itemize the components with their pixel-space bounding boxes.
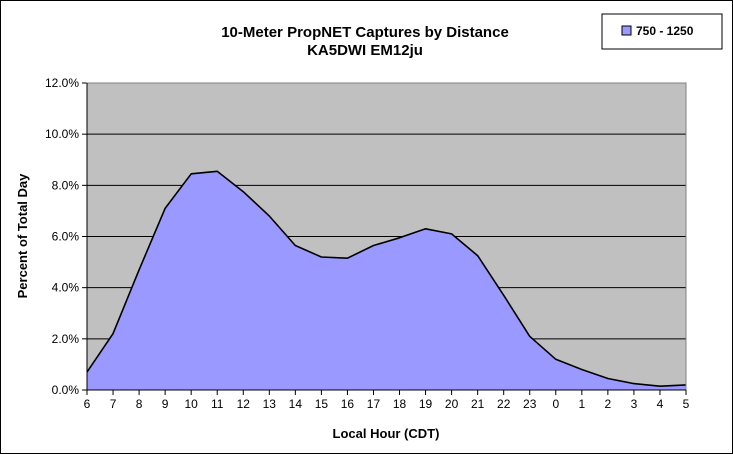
x-tick-label: 1 <box>578 397 585 411</box>
area-series-0 <box>87 171 686 390</box>
x-tick-label: 10 <box>184 397 198 411</box>
x-tick-label: 14 <box>289 397 303 411</box>
y-tick-label: 8.0% <box>52 178 80 192</box>
chart-title: 10-Meter PropNET Captures by Distance <box>221 24 509 41</box>
x-tick-label: 20 <box>445 397 459 411</box>
x-axis-label: Local Hour (CDT) <box>333 426 440 441</box>
y-tick-label: 0.0% <box>52 383 80 397</box>
x-tick-label: 18 <box>393 397 407 411</box>
y-tick-label: 4.0% <box>52 281 80 295</box>
y-tick-label: 12.0% <box>45 76 79 90</box>
x-tick-label: 4 <box>657 397 664 411</box>
x-tick-label: 8 <box>136 397 143 411</box>
series-line-0 <box>86 170 687 388</box>
x-tick-label: 3 <box>631 397 638 411</box>
x-tick-label: 9 <box>162 397 169 411</box>
x-tick-label: 11 <box>211 397 224 411</box>
x-tick-label: 15 <box>315 397 329 411</box>
x-tick-label: 21 <box>471 397 485 411</box>
x-tick-label: 5 <box>683 397 690 411</box>
legend-swatch <box>621 25 632 36</box>
x-tick-label: 2 <box>605 397 612 411</box>
y-tick-label: 6.0% <box>52 230 80 244</box>
x-tick-label: 13 <box>263 397 277 411</box>
legend: 750 - 1250 <box>601 13 723 50</box>
x-tick-label: 22 <box>497 397 511 411</box>
x-tick-label: 12 <box>237 397 251 411</box>
chart-subtitle: KA5DWI EM12ju <box>307 42 423 59</box>
legend-label: 750 - 1250 <box>636 24 694 38</box>
x-tick-label: 0 <box>552 397 559 411</box>
x-tick-label: 17 <box>367 397 381 411</box>
plot-area: 0.0%2.0%4.0%6.0%8.0%10.0%12.0%6 7 8 9 10 11 12… <box>45 76 690 411</box>
y-tick-label: 2.0% <box>52 332 80 346</box>
y-tick-label: 10.0% <box>45 127 79 141</box>
x-tick-label: 23 <box>523 397 537 411</box>
x-tick-label: 19 <box>419 397 433 411</box>
y-axis-label: Percent of Total Day <box>15 173 30 299</box>
x-tick-label: 16 <box>341 397 355 411</box>
x-tick-label: 6 <box>84 397 91 411</box>
x-tick-label: 7 <box>110 397 117 411</box>
